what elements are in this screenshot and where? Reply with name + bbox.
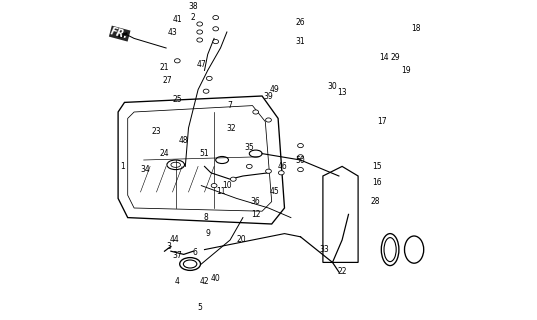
Text: 10: 10 <box>222 181 231 190</box>
Text: 45: 45 <box>270 188 280 196</box>
Ellipse shape <box>213 16 219 20</box>
Text: 16: 16 <box>373 178 382 187</box>
Text: 39: 39 <box>264 92 273 100</box>
Ellipse shape <box>253 110 259 114</box>
Ellipse shape <box>213 27 219 31</box>
Text: 13: 13 <box>337 88 347 97</box>
Text: 7: 7 <box>228 101 233 110</box>
Text: 51: 51 <box>200 149 209 158</box>
Text: 2: 2 <box>191 13 195 22</box>
Text: 20: 20 <box>236 236 246 244</box>
Text: 32: 32 <box>227 124 236 132</box>
Ellipse shape <box>211 184 217 188</box>
Text: 37: 37 <box>172 252 182 260</box>
Text: 41: 41 <box>172 15 182 24</box>
Text: 42: 42 <box>200 277 209 286</box>
Text: 46: 46 <box>278 162 288 171</box>
Text: 44: 44 <box>169 236 179 244</box>
Text: 35: 35 <box>244 143 254 152</box>
Text: 11: 11 <box>216 188 225 196</box>
Text: 19: 19 <box>401 66 411 75</box>
Text: 25: 25 <box>172 95 182 104</box>
Text: 33: 33 <box>320 245 329 254</box>
Text: 18: 18 <box>411 24 420 33</box>
Text: 3: 3 <box>167 242 172 251</box>
Ellipse shape <box>297 168 303 172</box>
Text: 49: 49 <box>270 85 280 94</box>
Text: 5: 5 <box>197 303 202 312</box>
Text: 40: 40 <box>211 274 221 283</box>
Text: 17: 17 <box>378 117 387 126</box>
Text: 14: 14 <box>379 53 388 62</box>
Ellipse shape <box>266 169 271 173</box>
Ellipse shape <box>266 118 271 122</box>
Ellipse shape <box>197 38 202 42</box>
Ellipse shape <box>175 59 180 63</box>
Ellipse shape <box>203 89 209 93</box>
Text: 38: 38 <box>188 2 198 11</box>
Text: 9: 9 <box>205 229 210 238</box>
Text: FR.: FR. <box>110 27 130 41</box>
Ellipse shape <box>213 39 219 44</box>
Text: 27: 27 <box>163 76 172 84</box>
Text: 30: 30 <box>328 82 337 91</box>
Text: 47: 47 <box>197 60 206 68</box>
Text: 4: 4 <box>175 277 180 286</box>
Ellipse shape <box>278 171 284 175</box>
Text: 23: 23 <box>151 127 161 136</box>
Text: 22: 22 <box>337 268 347 276</box>
Text: 6: 6 <box>192 248 197 257</box>
Text: 43: 43 <box>168 28 177 36</box>
Text: 31: 31 <box>296 37 306 46</box>
Text: 12: 12 <box>251 210 260 219</box>
Ellipse shape <box>197 30 202 34</box>
Text: 21: 21 <box>159 63 169 72</box>
Text: 28: 28 <box>371 197 380 206</box>
Text: 24: 24 <box>159 149 169 158</box>
Ellipse shape <box>230 177 236 181</box>
Text: 26: 26 <box>296 18 306 27</box>
Text: 50: 50 <box>296 156 306 164</box>
Text: 15: 15 <box>373 162 382 171</box>
Text: 34: 34 <box>140 165 150 174</box>
Ellipse shape <box>297 155 303 159</box>
Ellipse shape <box>297 143 303 148</box>
Text: 1: 1 <box>120 162 125 171</box>
Ellipse shape <box>246 164 252 169</box>
Text: 48: 48 <box>179 136 188 145</box>
Text: 8: 8 <box>204 213 208 222</box>
Ellipse shape <box>206 76 212 81</box>
Text: 36: 36 <box>251 197 260 206</box>
Ellipse shape <box>197 22 202 26</box>
Text: 29: 29 <box>390 53 400 62</box>
